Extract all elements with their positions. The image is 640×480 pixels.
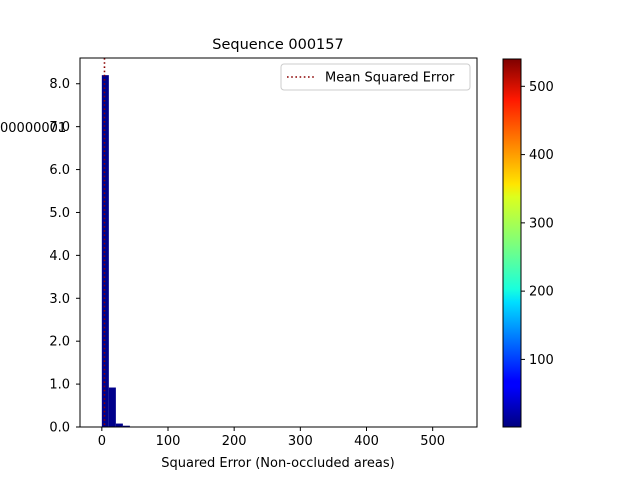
colorbar-gradient — [502, 58, 522, 428]
y-tick-label: 1.0 — [49, 378, 70, 393]
y-axis: 0.0 1.0 2.0 3.0 4.0 5.0 6.0 7.0 8.0 — [49, 77, 80, 436]
y-tick-label: 8.0 — [49, 77, 70, 92]
x-tick-label: 500 — [420, 434, 445, 449]
x-tick-label: 100 — [156, 434, 181, 449]
colorbar-tick-label: 200 — [529, 285, 554, 300]
y-tick-label: 3.0 — [49, 292, 70, 307]
colorbar-tick-label: 500 — [529, 80, 554, 95]
y-axis-offset-fragment: 00000001 — [0, 121, 66, 136]
histogram-bar — [108, 387, 116, 427]
colorbar-ticks: 100 200 300 400 500 — [521, 80, 554, 368]
colorbar-tick-label: 400 — [529, 148, 554, 163]
y-tick-label: 0.0 — [49, 421, 70, 436]
legend-label: Mean Squared Error — [325, 71, 455, 86]
y-tick-label: 4.0 — [49, 249, 70, 264]
y-tick-label: 6.0 — [49, 163, 70, 178]
histogram-bar — [101, 75, 109, 428]
y-tick-label: 2.0 — [49, 335, 70, 350]
colorbar-tick-label: 100 — [529, 353, 554, 368]
histogram-bars — [101, 75, 130, 428]
colorbar: 100 200 300 400 500 — [502, 58, 554, 428]
legend-box — [280, 63, 471, 91]
x-tick-label: 300 — [288, 434, 313, 449]
x-tick-label: 0 — [98, 434, 106, 449]
y-tick-label: 5.0 — [49, 206, 70, 221]
histogram-bar — [115, 423, 123, 427]
chart-title: Sequence 000157 — [212, 37, 343, 53]
histogram-bar — [122, 425, 130, 427]
x-tick-label: 400 — [354, 434, 379, 449]
x-tick-label: 200 — [222, 434, 247, 449]
colorbar-tick-label: 300 — [529, 216, 554, 231]
y-tick-label: 7.0 — [49, 120, 70, 135]
plot-frame — [79, 57, 478, 428]
x-axis-label: Squared Error (Non-occluded areas) — [161, 456, 394, 471]
x-axis: 0 100 200 300 400 500 — [98, 427, 445, 449]
legend: Mean Squared Error — [280, 63, 471, 91]
